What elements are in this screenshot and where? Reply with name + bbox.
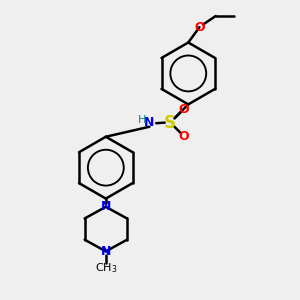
Text: O: O: [194, 21, 205, 34]
Text: H: H: [138, 115, 146, 125]
Text: O: O: [179, 103, 190, 116]
Text: N: N: [100, 200, 111, 213]
Text: N: N: [100, 245, 111, 258]
Text: S: S: [164, 114, 176, 132]
Text: O: O: [179, 130, 190, 143]
Text: N: N: [144, 116, 154, 128]
Text: CH$_3$: CH$_3$: [94, 261, 117, 275]
